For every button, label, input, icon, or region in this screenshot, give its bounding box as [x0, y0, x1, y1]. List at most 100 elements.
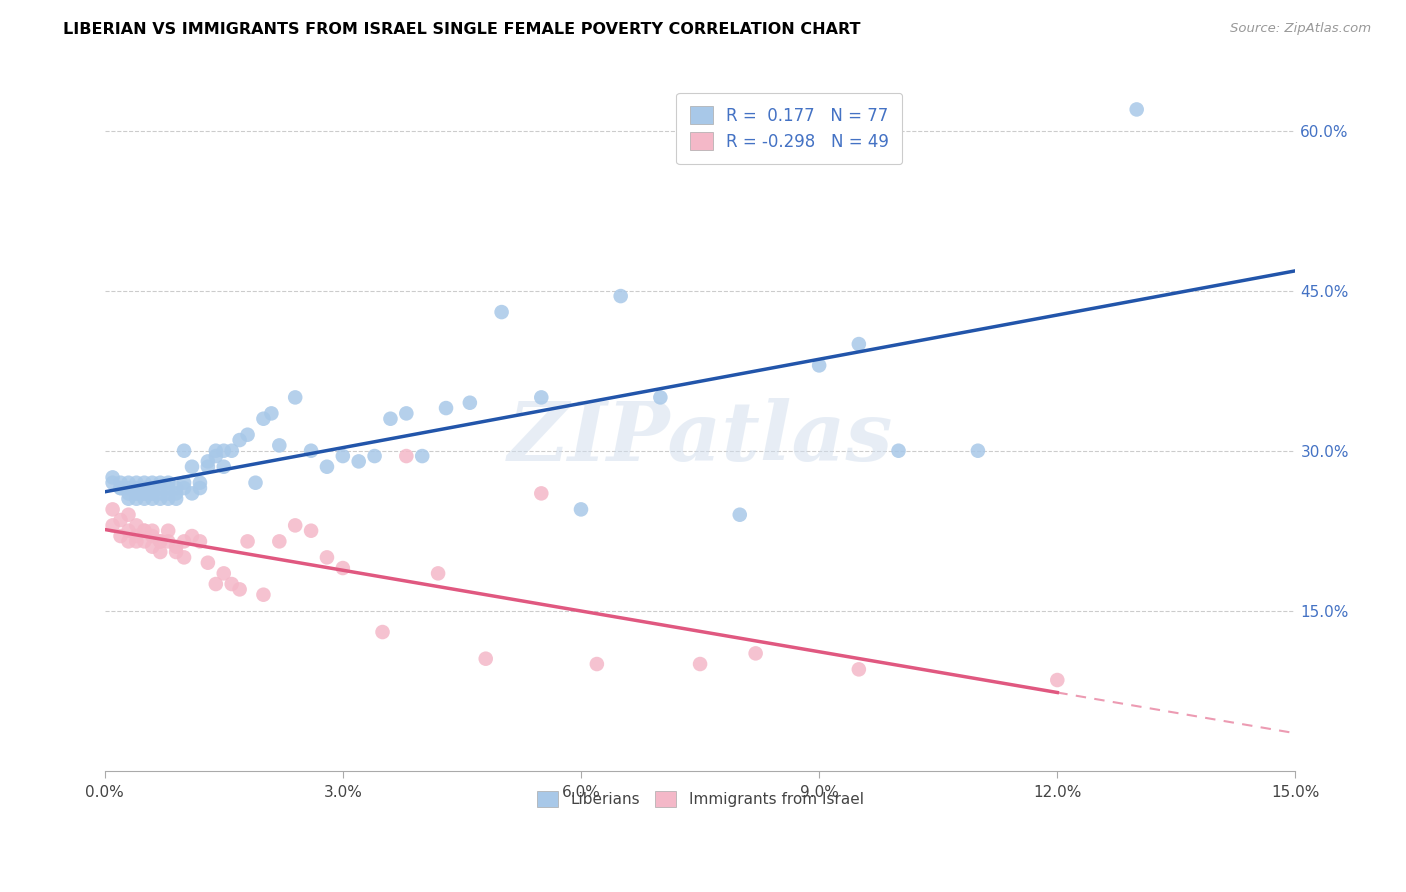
Point — [117, 491, 139, 506]
Point — [165, 481, 187, 495]
Point — [204, 449, 226, 463]
Point — [173, 481, 195, 495]
Point — [165, 491, 187, 506]
Point — [967, 443, 990, 458]
Point — [363, 449, 385, 463]
Point — [299, 443, 322, 458]
Point — [181, 486, 204, 500]
Point — [149, 475, 172, 490]
Point — [134, 486, 156, 500]
Point — [141, 491, 163, 506]
Point — [212, 443, 235, 458]
Point — [141, 481, 163, 495]
Point — [101, 502, 124, 516]
Point — [299, 524, 322, 538]
Point — [609, 289, 631, 303]
Point — [269, 534, 291, 549]
Point — [728, 508, 751, 522]
Point — [125, 534, 148, 549]
Point — [188, 534, 211, 549]
Point — [149, 491, 172, 506]
Point — [316, 459, 339, 474]
Text: ZIPatlas: ZIPatlas — [508, 398, 893, 478]
Point — [141, 475, 163, 490]
Point — [110, 475, 132, 490]
Point — [134, 481, 156, 495]
Point — [411, 449, 433, 463]
Point — [125, 518, 148, 533]
Point — [569, 502, 592, 516]
Point — [458, 395, 481, 409]
Point — [134, 486, 156, 500]
Point — [141, 486, 163, 500]
Point — [117, 524, 139, 538]
Point — [157, 475, 180, 490]
Point — [157, 534, 180, 549]
Point — [228, 582, 250, 597]
Point — [228, 433, 250, 447]
Point — [848, 662, 870, 676]
Point — [316, 550, 339, 565]
Point — [173, 443, 195, 458]
Point — [221, 577, 243, 591]
Point — [125, 486, 148, 500]
Point — [117, 534, 139, 549]
Point — [221, 443, 243, 458]
Point — [125, 481, 148, 495]
Point — [252, 588, 274, 602]
Point — [197, 556, 219, 570]
Point — [149, 486, 172, 500]
Point — [149, 545, 172, 559]
Point — [110, 529, 132, 543]
Point — [530, 391, 553, 405]
Point — [650, 391, 672, 405]
Point — [149, 534, 172, 549]
Point — [380, 411, 402, 425]
Point — [212, 566, 235, 581]
Point — [134, 475, 156, 490]
Point — [117, 475, 139, 490]
Point — [252, 411, 274, 425]
Point — [157, 491, 180, 506]
Point — [165, 540, 187, 554]
Point — [141, 486, 163, 500]
Point — [157, 486, 180, 500]
Point — [887, 443, 910, 458]
Point — [491, 305, 513, 319]
Point — [117, 508, 139, 522]
Point — [1125, 103, 1147, 117]
Point — [110, 513, 132, 527]
Point — [173, 550, 195, 565]
Point — [125, 486, 148, 500]
Point — [236, 534, 259, 549]
Point — [157, 524, 180, 538]
Point — [332, 561, 354, 575]
Text: LIBERIAN VS IMMIGRANTS FROM ISRAEL SINGLE FEMALE POVERTY CORRELATION CHART: LIBERIAN VS IMMIGRANTS FROM ISRAEL SINGL… — [63, 22, 860, 37]
Point — [149, 534, 172, 549]
Point — [101, 475, 124, 490]
Point — [141, 540, 163, 554]
Point — [197, 459, 219, 474]
Point — [808, 359, 831, 373]
Point — [141, 524, 163, 538]
Point — [284, 518, 307, 533]
Point — [212, 459, 235, 474]
Point — [134, 524, 156, 538]
Point — [427, 566, 450, 581]
Point — [848, 337, 870, 351]
Point — [204, 443, 226, 458]
Point — [173, 475, 195, 490]
Point — [173, 534, 195, 549]
Point — [165, 545, 187, 559]
Point — [474, 651, 496, 665]
Point — [110, 481, 132, 495]
Point — [744, 646, 766, 660]
Point — [332, 449, 354, 463]
Point — [284, 391, 307, 405]
Point — [197, 454, 219, 468]
Point — [141, 529, 163, 543]
Point — [149, 481, 172, 495]
Point — [181, 459, 204, 474]
Point — [117, 486, 139, 500]
Point — [101, 470, 124, 484]
